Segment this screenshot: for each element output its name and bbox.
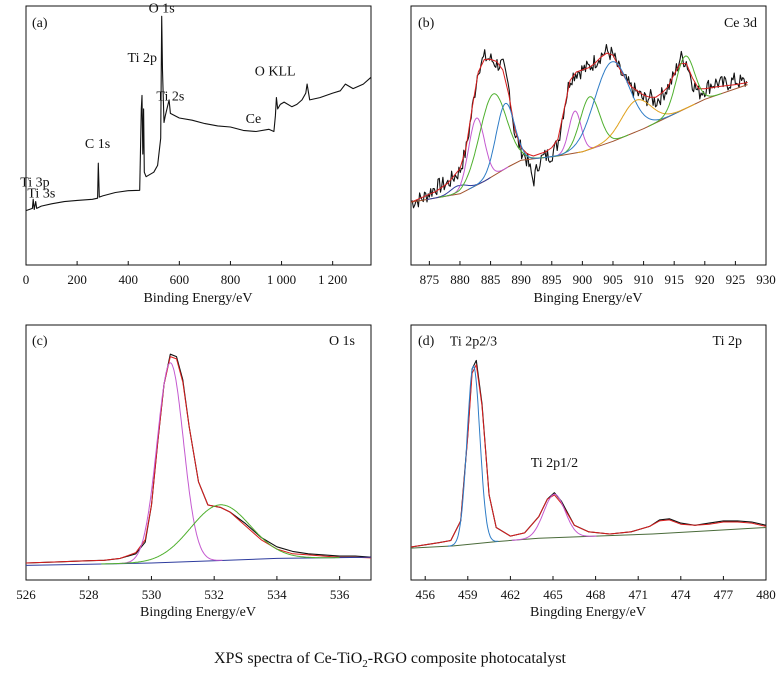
caption-prefix: XPS spectra of Ce-TiO xyxy=(214,650,363,667)
panel-b-title: Ce 3d xyxy=(724,16,757,31)
panel-c-series-raw xyxy=(25,353,372,564)
panel-b-xtick-label: 930 xyxy=(756,272,776,287)
panel-d-series-baseline xyxy=(410,527,767,549)
panel-a-annotation: Ti 3p xyxy=(20,175,49,190)
panel-d-series-peak-2p3/2 xyxy=(447,365,499,547)
panel-a-label: (a) xyxy=(32,16,48,31)
panel-b-series-peak-u5 xyxy=(577,99,696,154)
panel-d-annotation: Ti 2p1/2 xyxy=(531,456,578,471)
panel-c-series-envelope xyxy=(25,356,372,564)
panel-a-xtick-label: 600 xyxy=(170,272,190,287)
figure-canvas: (a) 0 200 400 600 800 1 000 1 200 O 1s Ti 2p Ti 2… xyxy=(16,1,776,620)
panel-c-xlabel: Bingding Energy/eV xyxy=(140,605,256,620)
panel-b-xtick-label: 885 xyxy=(481,272,501,287)
panel-a-annotation: Ti 3s xyxy=(27,187,55,202)
panel-d-xtick-label: 468 xyxy=(586,587,606,602)
panel-d: (d) Ti 2p 456 459 462 465 468 471 474 477 480 Ti … xyxy=(410,324,776,620)
panel-a-xtick-label: 400 xyxy=(118,272,138,287)
panel-c-series-peak-OH xyxy=(101,504,340,565)
panel-c-series-baseline xyxy=(25,556,372,566)
panel-a-xtick-label: 1 000 xyxy=(267,272,296,287)
panel-b-plot: 875 880 885 890 895 900 905 910 915 920 925 930 xyxy=(410,43,776,287)
panel-a-series-spectrum xyxy=(25,15,372,212)
panel-c-xtick-label: 530 xyxy=(142,587,162,602)
panel-c-label: (c) xyxy=(32,334,48,349)
panel-c-xtick-label: 534 xyxy=(267,587,287,602)
panel-b-xtick-label: 880 xyxy=(450,272,470,287)
panel-c-title: O 1s xyxy=(329,334,355,349)
panel-b-xtick-label: 910 xyxy=(634,272,654,287)
panel-c-frame xyxy=(25,324,372,581)
panel-b-xtick-label: 900 xyxy=(573,272,593,287)
panel-b: (b) Ce 3d 875 880 885 890 895 900 905 910 915 920… xyxy=(410,5,776,306)
panel-b-xtick-label: 905 xyxy=(603,272,623,287)
panel-a: (a) 0 200 400 600 800 1 000 1 200 O 1s Ti 2p Ti 2… xyxy=(20,1,372,306)
panel-c-xtick-label: 532 xyxy=(204,587,224,602)
panel-b-series-peak-v4 xyxy=(468,102,542,190)
panel-d-xtick-label: 465 xyxy=(543,587,563,602)
panel-c-xtick-label: 526 xyxy=(16,587,36,602)
caption-suffix: -RGO composite photocatalyst xyxy=(367,650,566,667)
panel-d-series-envelope xyxy=(410,364,767,548)
panel-b-label: (b) xyxy=(418,16,435,31)
panel-b-series-peak-u6 xyxy=(648,55,722,127)
panel-a-frame xyxy=(25,5,372,266)
panel-d-frame xyxy=(410,324,767,581)
panel-a-annotation: Ti 2s xyxy=(156,89,184,104)
panel-d-xtick-label: 477 xyxy=(714,587,734,602)
panel-b-xlabel: Binging Energy/eV xyxy=(533,291,642,306)
panel-b-xtick-label: 915 xyxy=(664,272,684,287)
panel-d-xtick-label: 480 xyxy=(756,587,776,602)
panel-d-label: (d) xyxy=(418,334,435,349)
panel-d-series-peak-2p1/2 xyxy=(511,493,597,541)
panel-b-xtick-label: 920 xyxy=(695,272,715,287)
panel-c-xtick-label: 536 xyxy=(330,587,350,602)
panel-a-xtick-label: 200 xyxy=(67,272,87,287)
panel-d-xtick-label: 462 xyxy=(501,587,521,602)
panel-b-series-envelope xyxy=(410,52,748,203)
panel-c-plot: 526 528 530 532 534 536 xyxy=(16,353,372,602)
panel-d-xlabel: Bingding Energy/eV xyxy=(530,605,646,620)
panel-b-series-peak-v3 xyxy=(439,93,547,198)
panel-b-series-baseline xyxy=(410,84,748,203)
panel-d-plot: 456 459 462 465 468 471 474 477 480 Ti 2p2/3 Ti 2p… xyxy=(410,335,776,602)
caption-subscript: 2 xyxy=(362,658,368,671)
panel-a-xtick-label: 800 xyxy=(221,272,241,287)
panel-d-xtick-label: 456 xyxy=(415,587,435,602)
panel-b-series-peak-v1 xyxy=(426,177,491,200)
panel-d-xtick-label: 474 xyxy=(671,587,691,602)
panel-c-xtick-label: 528 xyxy=(79,587,99,602)
panel-a-annotation: Ti 2p xyxy=(128,51,157,66)
panel-a-annotation: O 1s xyxy=(149,1,175,16)
panel-c-series-peak-lattice-O xyxy=(117,362,223,565)
panel-d-xtick-label: 471 xyxy=(628,587,648,602)
panel-b-xtick-label: 895 xyxy=(542,272,562,287)
panel-a-plot: 0 200 400 600 800 1 000 1 200 O 1s Ti 2p Ti 2s C 1… xyxy=(20,1,372,287)
panel-d-series-raw xyxy=(410,359,767,548)
panel-d-annotation: Ti 2p2/3 xyxy=(450,335,497,350)
panel-b-xtick-label: 925 xyxy=(726,272,746,287)
panel-d-title: Ti 2p xyxy=(713,334,742,349)
panel-a-annotation: Ce xyxy=(246,112,262,127)
panel-d-xtick-label: 459 xyxy=(458,587,478,602)
panel-a-annotation: O KLL xyxy=(255,65,296,80)
panel-a-xlabel: Binding Energy/eV xyxy=(143,291,252,306)
panel-b-series-peak-u4 xyxy=(543,61,680,159)
panel-a-annotation: C 1s xyxy=(85,137,110,152)
panel-b-xtick-label: 875 xyxy=(420,272,440,287)
panel-b-frame xyxy=(410,5,767,266)
panel-b-xtick-label: 890 xyxy=(511,272,531,287)
panel-a-xtick-label: 0 xyxy=(23,272,30,287)
panel-c: (c) O 1s 526 528 530 532 534 536 Bingding Ene… xyxy=(16,324,372,620)
figure-caption: XPS spectra of Ce-TiO2-RGO composite pho… xyxy=(0,650,780,670)
panel-b-series-peak-u2 xyxy=(550,110,600,158)
panel-a-xtick-label: 1 200 xyxy=(318,272,347,287)
